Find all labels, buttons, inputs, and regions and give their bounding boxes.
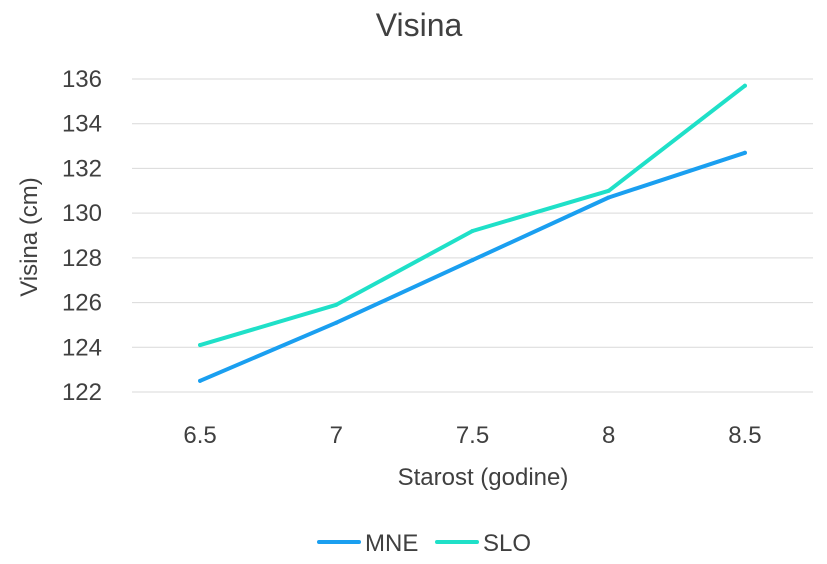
x-tick-label: 7.5 [456, 422, 489, 449]
x-tick-label: 7 [330, 422, 343, 449]
x-tick-label: 6.5 [183, 422, 216, 449]
y-tick-label: 128 [62, 245, 102, 272]
data-point-mne [198, 378, 203, 383]
data-point-mne [742, 150, 747, 155]
legend-item-mne: MNE [317, 530, 418, 557]
y-axis-ticks: 122 124 126 128 130 132 134 136 [62, 66, 102, 406]
y-tick-label: 124 [62, 334, 102, 361]
y-tick-label: 134 [62, 111, 102, 138]
x-tick-label: 8 [602, 422, 615, 449]
data-point-slo [198, 343, 203, 348]
data-point-mne [606, 195, 611, 200]
legend-item-slo: SLO [435, 530, 531, 557]
data-point-slo [742, 83, 747, 88]
data-point-slo [470, 229, 475, 234]
data-point-slo [606, 188, 611, 193]
y-tick-label: 130 [62, 200, 102, 227]
data-point-mne [470, 258, 475, 263]
x-axis-title: Starost (godine) [398, 464, 569, 491]
legend-label: SLO [483, 530, 531, 557]
legend: MNE SLO [317, 530, 531, 557]
data-point-mne [334, 320, 339, 325]
series-line-mne [198, 150, 747, 383]
gridlines [132, 78, 813, 393]
series-lines [198, 83, 747, 383]
data-point-slo [334, 302, 339, 307]
y-tick-label: 122 [62, 379, 102, 406]
y-tick-label: 126 [62, 290, 102, 317]
series-line-slo [198, 83, 747, 348]
y-tick-label: 132 [62, 155, 102, 182]
legend-label: MNE [365, 530, 418, 557]
y-axis-title: Visina (cm) [16, 177, 43, 297]
chart-title: Visina [376, 7, 463, 43]
y-tick-label: 136 [62, 66, 102, 93]
x-axis-ticks: 6.5 7 7.5 8 8.5 [183, 422, 761, 449]
x-tick-label: 8.5 [728, 422, 761, 449]
